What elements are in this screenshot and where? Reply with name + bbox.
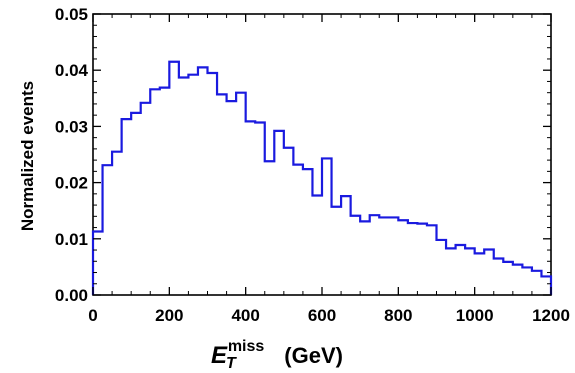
x-axis-title-superscript: miss (228, 338, 265, 355)
x-axis-title-subscript: T (226, 355, 237, 372)
x-tick-label: 200 (155, 306, 183, 325)
x-tick-label: 1200 (532, 306, 570, 325)
y-axis-title: Normalized events (18, 81, 37, 231)
y-tick-label: 0.00 (55, 286, 88, 305)
x-tick-label: 800 (384, 306, 412, 325)
x-tick-label: 1000 (456, 306, 494, 325)
plot-area (91, 13, 553, 296)
x-tick-label: 400 (231, 306, 259, 325)
x-tick-label: 0 (88, 306, 97, 325)
y-axis-ticks (93, 13, 551, 296)
x-axis-title-unit: (GeV) (284, 343, 343, 368)
y-axis-tick-labels: 0.00 0.01 0.02 0.03 0.04 0.05 (55, 5, 89, 305)
y-tick-label: 0.03 (55, 117, 88, 136)
x-axis-title: ETmiss (GeV) (211, 338, 343, 372)
x-axis-title-symbol: E (211, 342, 228, 369)
histogram-series-line (91, 60, 553, 295)
y-tick-label: 0.02 (55, 174, 88, 193)
y-tick-label: 0.05 (55, 5, 88, 24)
x-tick-label: 600 (308, 306, 336, 325)
x-axis-ticks (92, 14, 552, 295)
y-tick-label: 0.01 (55, 230, 88, 249)
x-axis-tick-labels: 0 200 400 600 800 1000 1200 (88, 306, 570, 325)
y-tick-label: 0.04 (55, 61, 89, 80)
